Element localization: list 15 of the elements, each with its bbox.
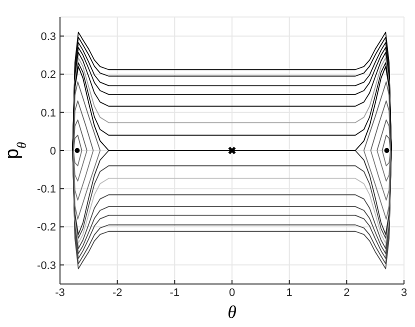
y-tick-label: -0.2 [37, 222, 56, 234]
y-tick-label: -0.3 [37, 260, 56, 272]
y-tick-label: 0 [50, 145, 56, 158]
x-tick-label: -1 [170, 286, 180, 299]
x-tick-label: 1 [286, 286, 292, 299]
y-tick-label: -0.1 [37, 184, 56, 196]
x-tick-label: -2 [112, 286, 122, 299]
y-tick-label: 0.1 [40, 107, 56, 120]
x-tick-label: -3 [55, 286, 65, 299]
x-axis-title: θ [228, 302, 237, 322]
x-tick-label: 3 [400, 286, 408, 299]
x-tick-label: 0 [228, 286, 236, 299]
y-tick-label: 0.3 [40, 30, 56, 43]
x-tick-label: 2 [344, 286, 350, 299]
y-tick-label: 0.2 [40, 69, 56, 82]
